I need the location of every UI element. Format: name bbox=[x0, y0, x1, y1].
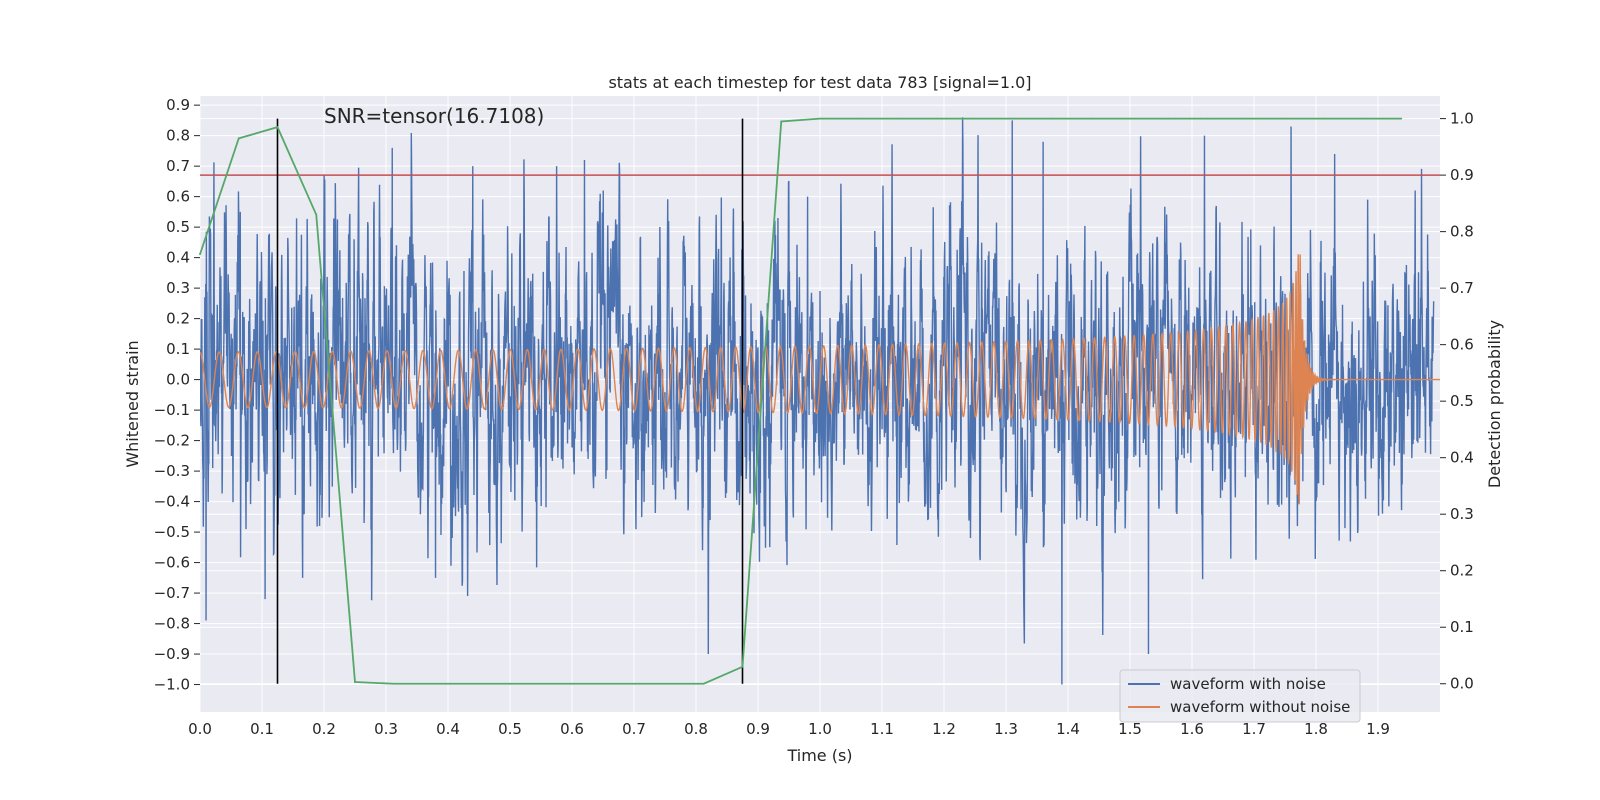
y2-tick-label: 0.5 bbox=[1450, 392, 1474, 410]
y2-tick-label: 0.7 bbox=[1450, 279, 1474, 297]
probability-point bbox=[1361, 117, 1364, 120]
probability-point bbox=[1400, 117, 1403, 120]
probability-point bbox=[664, 682, 666, 685]
y-tick-label: 0.5 bbox=[166, 218, 190, 236]
y2-axis-label: Detection probability bbox=[1485, 320, 1504, 488]
probability-point bbox=[1129, 117, 1131, 120]
y-tick-label: −0.5 bbox=[154, 523, 190, 541]
snr-annotation: SNR=tensor(16.7108) bbox=[324, 104, 544, 128]
probability-point bbox=[780, 120, 783, 123]
y2-tick-label: 0.9 bbox=[1450, 166, 1474, 184]
y-tick-label: 0.4 bbox=[166, 249, 190, 267]
x-tick-label: 1.9 bbox=[1366, 720, 1390, 738]
x-tick-label: 0.4 bbox=[436, 720, 460, 738]
x-tick-label: 0.7 bbox=[622, 720, 646, 738]
probability-point bbox=[625, 682, 628, 685]
series-layer bbox=[200, 117, 1440, 685]
probability-point bbox=[586, 682, 589, 685]
probability-point bbox=[470, 682, 473, 685]
y-tick-label: −0.3 bbox=[154, 462, 190, 480]
y-tick-label: −0.1 bbox=[154, 401, 190, 419]
axes: 0.0 0.1 0.2 0.3 0.4 0.5 0.6 0.7 0.8 0.9 1.0 1.1 1.2 1… bbox=[154, 96, 1474, 738]
x-tick-label: 1.6 bbox=[1180, 720, 1204, 738]
probability-point bbox=[1090, 117, 1093, 120]
y-tick-label: 0.9 bbox=[166, 96, 190, 114]
y2-tick-label: 0.2 bbox=[1450, 562, 1474, 580]
y2-tick-label: 0.0 bbox=[1450, 675, 1474, 693]
legend: waveform with noise waveform without noi… bbox=[1119, 669, 1361, 723]
overlay-layer bbox=[199, 117, 1440, 685]
probability-point bbox=[741, 665, 744, 668]
x-tick-label: 1.7 bbox=[1242, 720, 1266, 738]
y-tick-label: −0.8 bbox=[154, 615, 190, 633]
x-tick-label: 0.8 bbox=[684, 720, 708, 738]
y-tick-label: 0.6 bbox=[166, 188, 190, 206]
x-tick-label: 0.3 bbox=[374, 720, 398, 738]
y2-tick-label: 0.3 bbox=[1450, 505, 1474, 523]
x-axis-label: Time (s) bbox=[786, 746, 852, 765]
y-tick-label: 0.7 bbox=[166, 157, 190, 175]
probability-point bbox=[354, 681, 356, 683]
probability-point bbox=[1322, 117, 1325, 120]
y2-tick-label: 1.0 bbox=[1450, 110, 1474, 128]
y-tick-label: −0.6 bbox=[154, 554, 190, 572]
probability-point bbox=[315, 213, 318, 216]
y-tick-label: −1.0 bbox=[154, 676, 190, 694]
legend-label-noise: waveform with noise bbox=[1170, 675, 1326, 693]
probability-point bbox=[392, 682, 395, 685]
x-tick-label: 0.0 bbox=[188, 720, 212, 738]
probability-point bbox=[896, 117, 899, 120]
probability-point bbox=[1051, 117, 1054, 120]
x-tick-label: 0.9 bbox=[746, 720, 770, 738]
chart-title: stats at each timestep for test data 783… bbox=[608, 73, 1031, 92]
x-tick-label: 1.5 bbox=[1118, 720, 1142, 738]
x-tick-label: 0.1 bbox=[250, 720, 274, 738]
probability-point bbox=[199, 253, 201, 256]
probability-point bbox=[547, 682, 550, 685]
y2-tick-label: 0.4 bbox=[1450, 449, 1474, 467]
probability-point bbox=[1245, 117, 1248, 120]
probability-point bbox=[237, 137, 240, 140]
y-tick-label: −0.9 bbox=[154, 645, 190, 663]
y-tick-label: 0.1 bbox=[166, 340, 190, 358]
probability-point bbox=[702, 682, 705, 685]
y-tick-label: 0.3 bbox=[166, 279, 190, 297]
y-tick-label: 0.0 bbox=[166, 371, 190, 389]
y-tick-label: −0.4 bbox=[154, 493, 190, 511]
probability-point bbox=[1012, 117, 1015, 120]
series-line-probability bbox=[199, 117, 1402, 685]
series-line-clean bbox=[200, 254, 1440, 505]
probability-point bbox=[1206, 117, 1209, 120]
probability-point bbox=[1167, 117, 1170, 120]
y-tick-label: 0.2 bbox=[166, 310, 190, 328]
y2-tick-label: 0.1 bbox=[1450, 618, 1474, 636]
probability-point bbox=[276, 126, 279, 128]
y2-tick-label: 0.6 bbox=[1450, 336, 1474, 354]
probability-point bbox=[857, 117, 860, 120]
x-tick-label: 0.5 bbox=[498, 720, 522, 738]
y-tick-label: 0.8 bbox=[166, 127, 190, 145]
x-tick-label: 1.0 bbox=[808, 720, 832, 738]
y-axis-label: Whitened strain bbox=[123, 340, 142, 467]
probability-point bbox=[1284, 117, 1286, 120]
x-tick-label: 1.1 bbox=[870, 720, 894, 738]
probability-point bbox=[431, 682, 434, 685]
legend-box bbox=[1119, 669, 1361, 723]
y2-tick-label: 0.8 bbox=[1450, 223, 1474, 241]
y-tick-label: −0.7 bbox=[154, 584, 190, 602]
legend-label-clean: waveform without noise bbox=[1170, 698, 1350, 716]
probability-point bbox=[509, 682, 511, 685]
probability-point bbox=[819, 117, 821, 120]
probability-point bbox=[974, 117, 976, 120]
x-tick-label: 1.2 bbox=[932, 720, 956, 738]
probability-point bbox=[935, 117, 938, 120]
y-tick-label: −0.2 bbox=[154, 432, 190, 450]
x-tick-label: 1.4 bbox=[1056, 720, 1080, 738]
x-tick-label: 1.8 bbox=[1304, 720, 1328, 738]
x-tick-label: 0.6 bbox=[560, 720, 584, 738]
x-tick-label: 0.2 bbox=[312, 720, 336, 738]
x-tick-label: 1.3 bbox=[994, 720, 1018, 738]
